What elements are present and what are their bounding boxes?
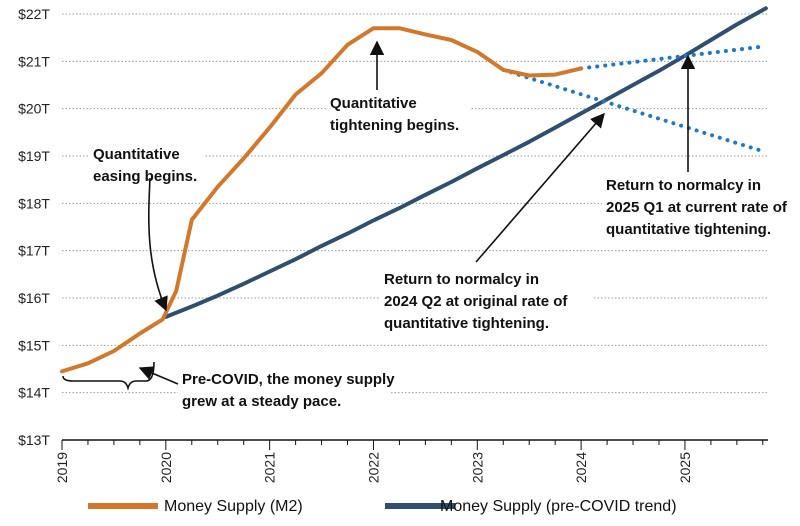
forecast-line-3 bbox=[501, 67, 768, 155]
annotation-backdrop bbox=[326, 91, 471, 137]
annotation-text-q2: quantitative tightening. bbox=[384, 315, 549, 332]
x-tick-label: 2025 bbox=[677, 452, 693, 483]
q2-arrow bbox=[475, 112, 605, 263]
qe-arrow bbox=[148, 177, 168, 312]
x-tick-label: 2020 bbox=[158, 452, 174, 483]
y-tick-label: $22T bbox=[18, 6, 50, 22]
x-tick-label: 2022 bbox=[365, 452, 381, 483]
y-tick-label: $20T bbox=[18, 101, 50, 117]
x-tick-label: 2019 bbox=[54, 452, 70, 483]
legend: Money Supply (M2) Money Supply (pre-COVID… bbox=[88, 498, 677, 515]
annotation-text-q2: Return to normalcy in bbox=[384, 271, 539, 288]
y-tick-label: $18T bbox=[18, 195, 50, 211]
annotation-backdrop bbox=[602, 173, 800, 241]
y-tick-label: $15T bbox=[18, 337, 50, 353]
y-tick-label: $14T bbox=[18, 385, 50, 401]
trend-series-line bbox=[163, 6, 768, 319]
annotation-text-qt: Quantitative bbox=[330, 95, 417, 112]
pre-covid-brace bbox=[62, 361, 155, 391]
forecast-line-2 bbox=[579, 44, 768, 71]
y-tick-label: $21T bbox=[18, 53, 50, 69]
y-tick-label: $17T bbox=[18, 243, 50, 259]
m2-series-line bbox=[60, 26, 584, 374]
legend-label-1: Money Supply (pre-COVID trend) bbox=[440, 498, 677, 515]
x-tick-label: 2023 bbox=[469, 452, 485, 483]
annotation-backdrop bbox=[380, 267, 594, 335]
annotation-text-q1: 2025 Q1 at current rate of bbox=[606, 199, 788, 216]
annotation-text-q1: Return to normalcy in bbox=[606, 177, 761, 194]
annotation-text-qe: Quantitative bbox=[93, 146, 180, 163]
annotation-text-pre: Pre-COVID, the money supply bbox=[182, 371, 395, 388]
annotation-text-qe: easing begins. bbox=[93, 168, 197, 185]
y-tick-label: $13T bbox=[18, 432, 50, 448]
annotation-text-pre: grew at a steady pace. bbox=[182, 393, 341, 410]
x-tick-label: 2024 bbox=[573, 452, 589, 483]
y-tick-label: $19T bbox=[18, 148, 50, 164]
annotation-text-qt: tightening begins. bbox=[330, 117, 459, 134]
annotation-text-q2: 2024 Q2 at original rate of bbox=[384, 293, 568, 310]
annotation-backdrop bbox=[89, 142, 204, 188]
series-lines bbox=[60, 6, 768, 374]
annotations: Quantitative easing begins. Quantitative ti… bbox=[62, 40, 800, 413]
y-tick-label: $16T bbox=[18, 290, 50, 306]
annotation-text-q1: quantitative tightening. bbox=[606, 221, 771, 238]
annotation-backdrop bbox=[178, 367, 392, 413]
axes: $13T $14T $15T $16T $17T $18T $19T $20T $21T $22T… bbox=[18, 6, 768, 483]
legend-label-0: Money Supply (M2) bbox=[164, 498, 303, 515]
x-tick-label: 2021 bbox=[262, 452, 278, 483]
pre-arrow bbox=[138, 366, 179, 385]
